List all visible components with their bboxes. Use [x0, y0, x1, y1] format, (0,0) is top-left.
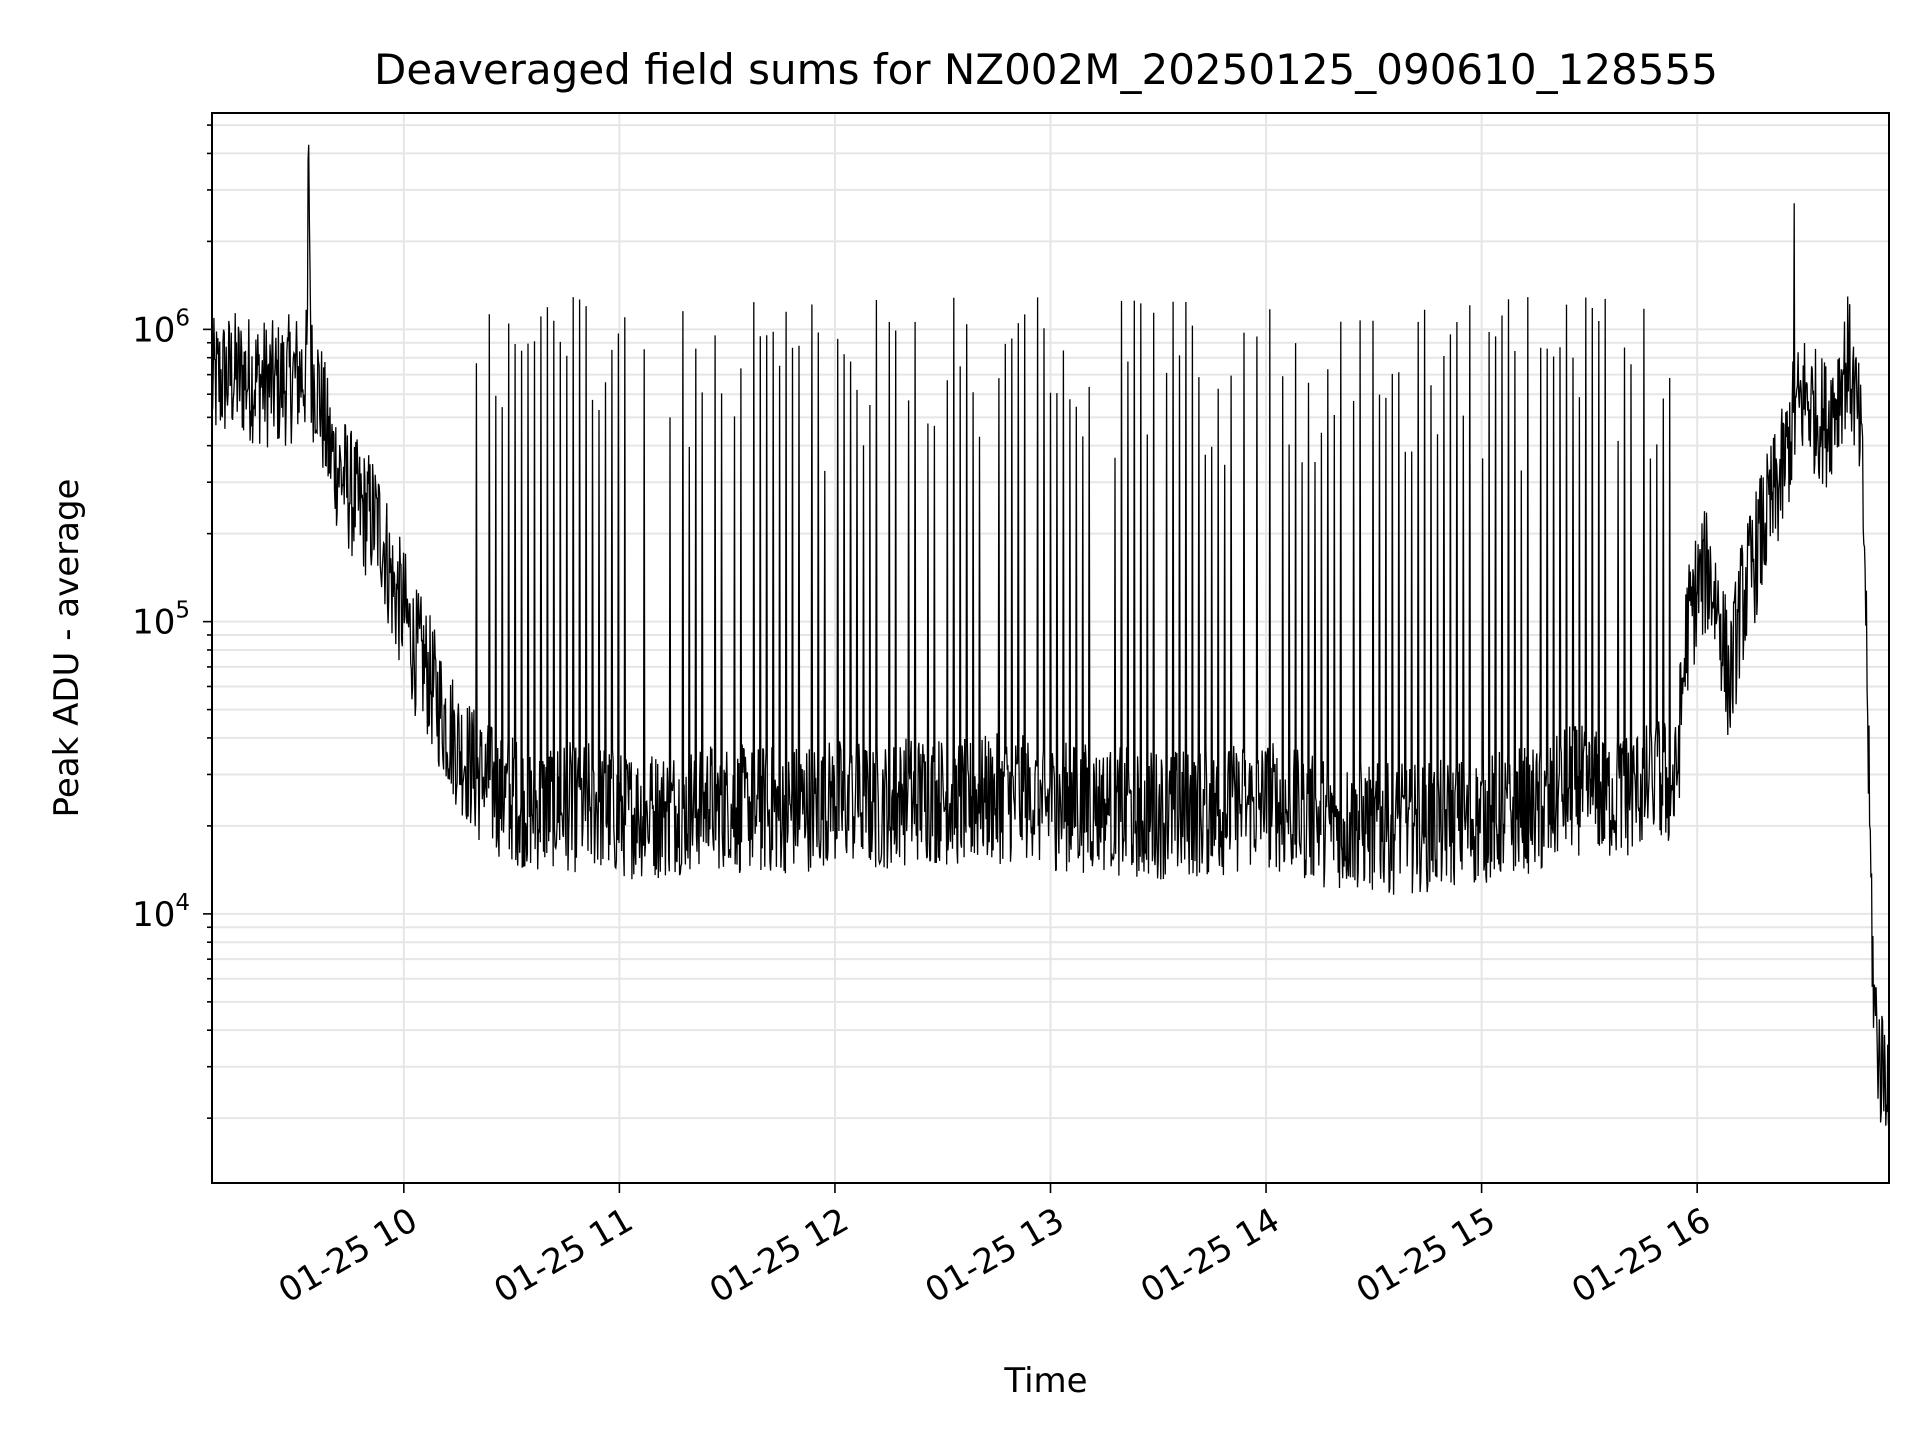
x-tick-label: 01-25 12 — [703, 1200, 855, 1311]
x-tick-label: 01-25 13 — [919, 1200, 1071, 1311]
y-tick-label: 105 — [132, 598, 190, 643]
x-tick-label: 01-25 11 — [488, 1200, 640, 1311]
series-layer — [211, 144, 1890, 1126]
x-tick-label: 01-25 10 — [272, 1200, 424, 1311]
x-tick-label: 01-25 16 — [1565, 1200, 1717, 1311]
ticks-layer: 01-25 10 01-25 11 01-25 12 01-25 13 01-25 14… — [132, 124, 1718, 1311]
x-tick-label: 01-25 15 — [1350, 1200, 1502, 1311]
x-axis-label: Time — [1003, 1361, 1087, 1401]
chart-title: Deaveraged field sums for NZ002M_2025012… — [374, 45, 1718, 94]
y-tick-label: 104 — [132, 890, 190, 935]
x-tick-label: 01-25 14 — [1134, 1200, 1286, 1311]
series-line — [211, 144, 1890, 1126]
y-axis-label: Peak ADU - average — [47, 479, 87, 818]
y-tick-label: 106 — [132, 305, 190, 350]
